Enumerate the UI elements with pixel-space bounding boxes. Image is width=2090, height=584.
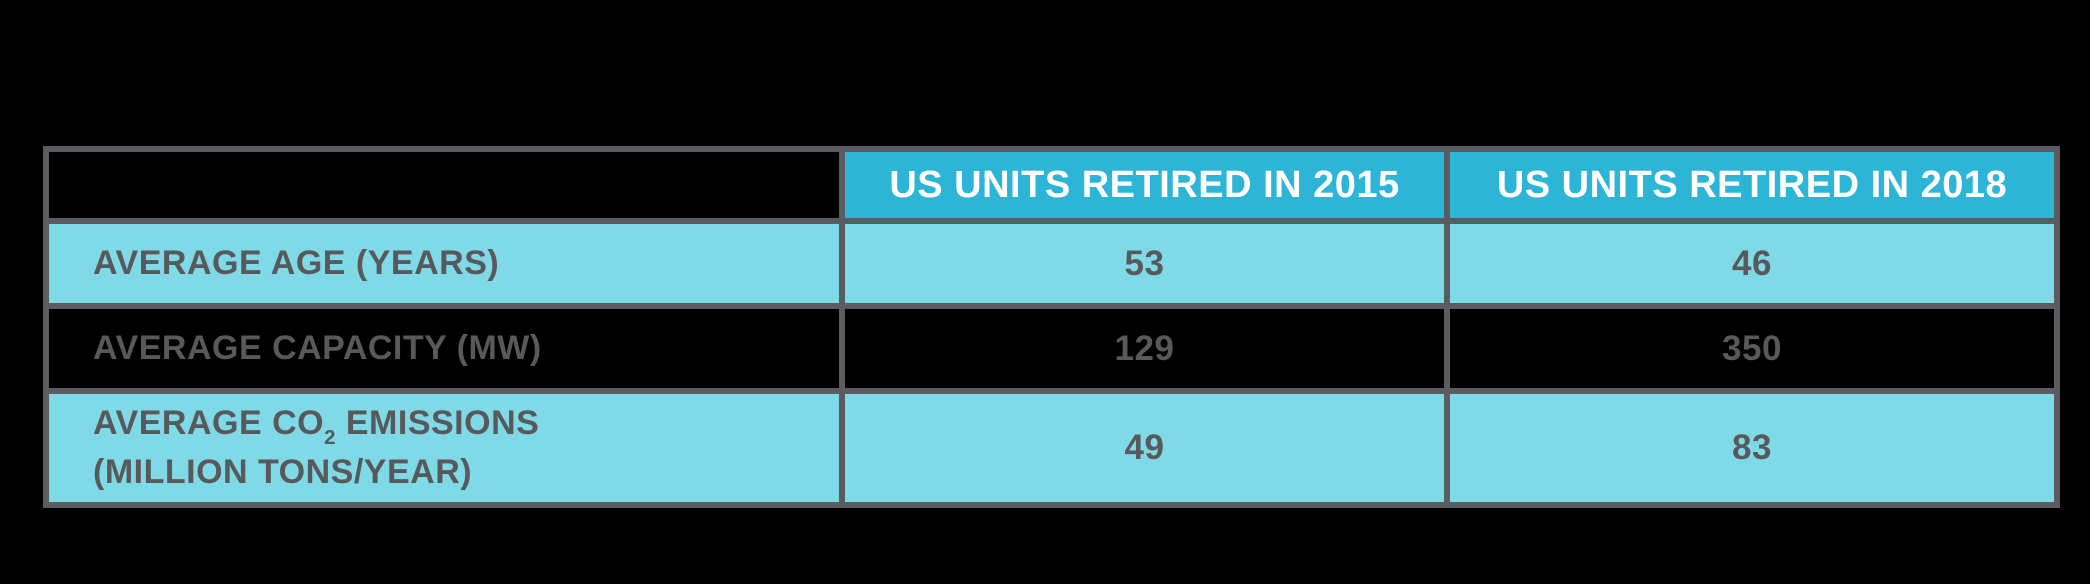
retired-units-comparison-table: US UNITS RETIRED IN 2015 US UNITS RETIRE… [43, 146, 2060, 508]
row-label-average-age: AVERAGE AGE (YEARS) [43, 217, 845, 310]
value-average-capacity-2018: 350 [1444, 303, 2060, 395]
column-header-2018: US UNITS RETIRED IN 2018 [1444, 146, 2060, 224]
row-label-average-co2-emissions: AVERAGE CO2 EMISSIONS (MILLION TONS/YEAR… [43, 388, 845, 508]
co2-subscript: 2 [324, 426, 336, 449]
corner-cell [43, 146, 845, 224]
header-row: US UNITS RETIRED IN 2015 US UNITS RETIRE… [43, 146, 2060, 224]
row-label-average-capacity: AVERAGE CAPACITY (MW) [43, 303, 845, 395]
table-row-average-co2-emissions: AVERAGE CO2 EMISSIONS (MILLION TONS/YEAR… [43, 388, 2060, 508]
co2-label-pre: AVERAGE CO [93, 403, 325, 442]
value-average-capacity-2015: 129 [839, 303, 1450, 395]
table-row-average-age: AVERAGE AGE (YEARS) 53 46 [43, 217, 2060, 310]
column-header-2015: US UNITS RETIRED IN 2015 [839, 146, 1450, 224]
value-average-age-2018: 46 [1444, 217, 2060, 310]
value-average-co2-2018: 83 [1444, 388, 2060, 508]
co2-label-line2: (MILLION TONS/YEAR) [93, 453, 473, 492]
value-average-age-2015: 53 [839, 217, 1450, 310]
table-row-average-capacity: AVERAGE CAPACITY (MW) 129 350 [43, 303, 2060, 395]
co2-label-post: EMISSIONS [335, 403, 540, 442]
value-average-co2-2015: 49 [839, 388, 1450, 508]
